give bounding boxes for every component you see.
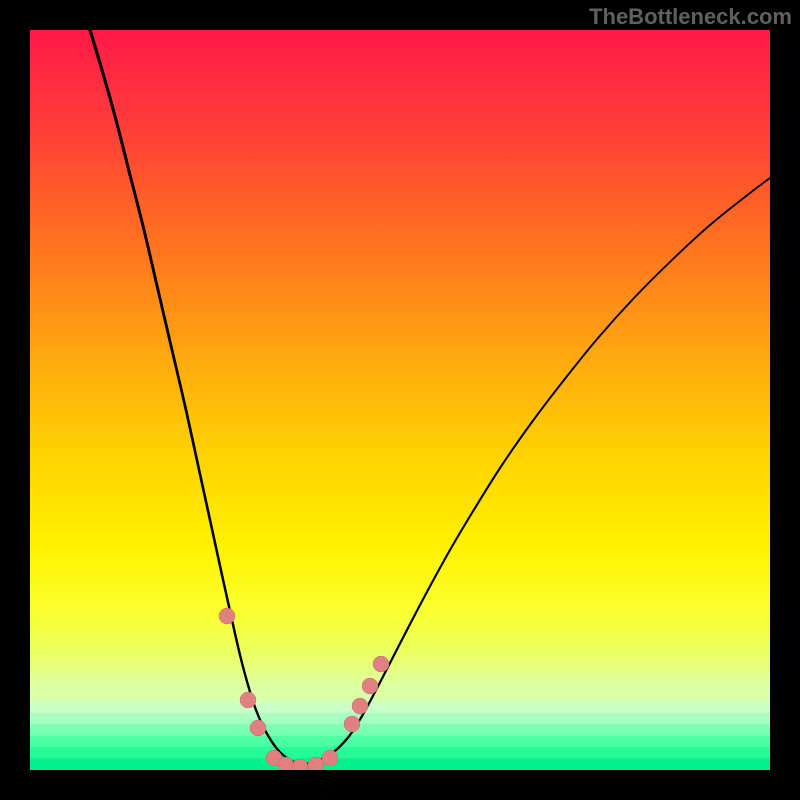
data-marker [362,678,378,694]
data-marker [278,757,294,770]
data-marker [308,757,324,770]
data-marker [250,720,266,736]
marker-group [219,608,389,770]
data-marker [292,759,308,770]
data-marker [240,692,256,708]
bottleneck-curve [90,30,770,765]
data-marker [344,716,360,732]
data-marker [322,750,338,766]
curve-canvas [30,30,770,770]
plot-area [30,30,770,770]
chart-container: TheBottleneck.com [0,0,800,800]
watermark-label: TheBottleneck.com [589,4,792,30]
data-marker [219,608,235,624]
data-marker [373,656,389,672]
data-marker [352,698,368,714]
